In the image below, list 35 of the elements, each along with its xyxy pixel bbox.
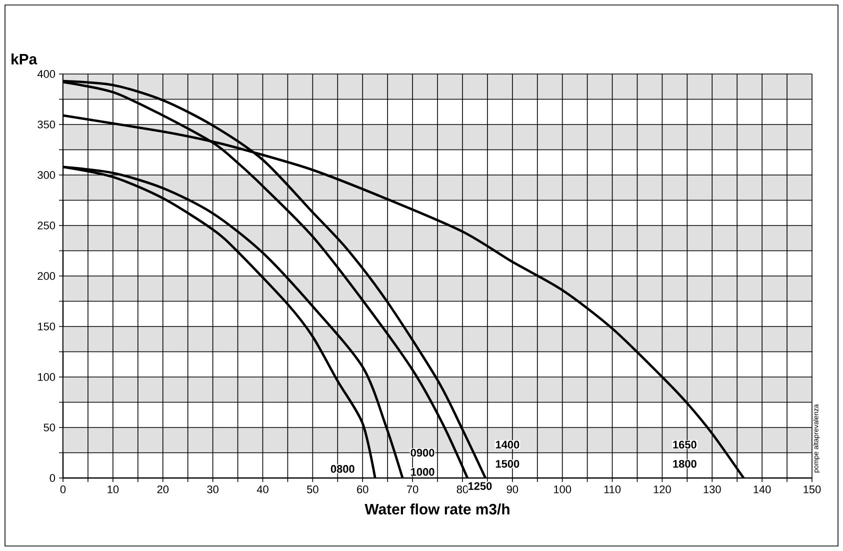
- y-tick-label: 200: [38, 272, 56, 280]
- x-tick-label: 40: [256, 486, 268, 494]
- annotation: 1650: [673, 440, 696, 449]
- y-tick-label: 300: [38, 171, 56, 179]
- x-tick-label: 100: [554, 486, 572, 494]
- annotation: 0800: [330, 465, 354, 473]
- y-tick-label: 350: [38, 120, 56, 128]
- annotation: 1500: [496, 460, 520, 468]
- x-tick-label: 150: [804, 486, 821, 494]
- x-tick-label: 10: [108, 486, 119, 494]
- x-axis-title: Water flow rate m3/h: [364, 504, 510, 515]
- y-tick-label: 150: [38, 322, 56, 330]
- x-tick-label: 60: [357, 486, 368, 494]
- x-tick-label: 0: [60, 486, 66, 494]
- x-tick-label: 130: [704, 486, 721, 494]
- x-tick-label: 30: [207, 486, 218, 494]
- x-tick-label: 120: [654, 486, 671, 494]
- y-tick-label: 50: [44, 424, 56, 432]
- x-tick-label: 90: [506, 486, 518, 494]
- annotation: 1400: [496, 440, 520, 449]
- x-tick-label: 80: [456, 486, 468, 494]
- x-tick-label: 140: [754, 486, 771, 494]
- y-tick-label: 250: [38, 222, 56, 230]
- annotation: 1000: [411, 468, 434, 476]
- annotation: 0900: [410, 448, 434, 457]
- y-tick-label: 400: [37, 70, 56, 78]
- y-axis-title: kPa: [12, 53, 38, 64]
- annotation: 1800: [673, 460, 696, 468]
- x-tick-label: 70: [407, 486, 418, 494]
- y-tick-label: 0: [50, 474, 56, 482]
- x-tick-label: 20: [157, 486, 169, 494]
- text: 1250: [468, 482, 492, 490]
- x-tick-label: 50: [307, 486, 318, 494]
- x-tick-label: 110: [604, 486, 621, 494]
- y-tick-label: 100: [38, 373, 56, 381]
